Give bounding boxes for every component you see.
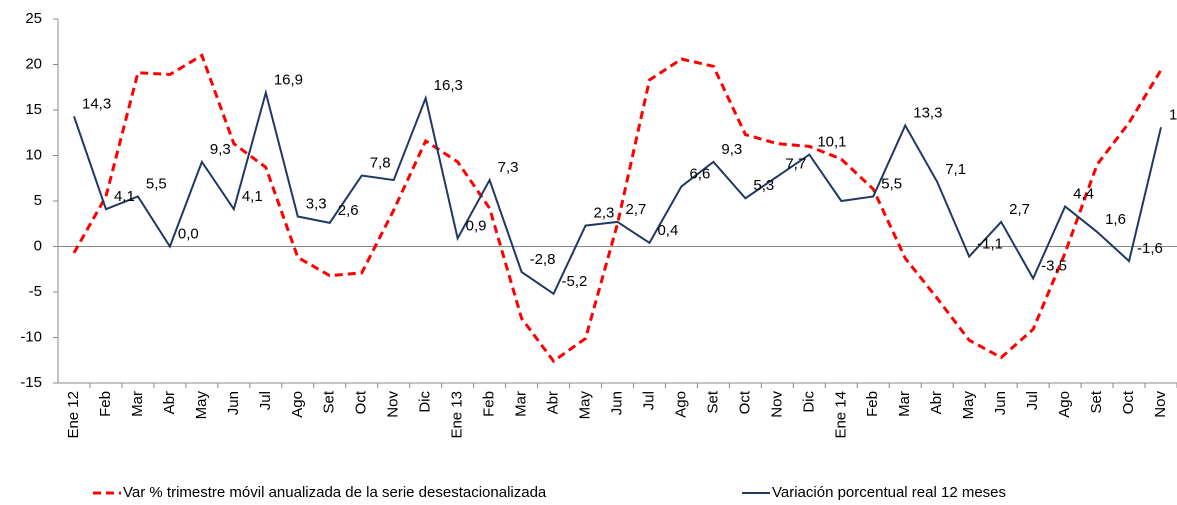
data-label: 5,3	[753, 177, 774, 194]
x-tick-label: Abr	[928, 391, 945, 414]
x-tick-label: Jun	[992, 391, 1009, 415]
data-label: 16,3	[434, 77, 463, 94]
x-tick-label: Feb	[481, 391, 498, 417]
data-label: 5,5	[146, 175, 167, 192]
data-label: 0,0	[178, 225, 199, 242]
x-tick-label: Nov	[385, 391, 402, 418]
y-tick-label: 25	[25, 10, 42, 27]
x-tick-label: Mar	[129, 391, 146, 417]
x-tick-label: Nov	[768, 391, 785, 418]
y-tick-label: 20	[25, 55, 42, 72]
data-label: 7,1	[945, 161, 966, 178]
x-tick-label: Set	[321, 390, 338, 413]
data-label: -2,8	[530, 251, 556, 268]
x-tick-label: May	[193, 391, 210, 420]
data-label: 9,3	[210, 141, 231, 158]
data-label: 0,9	[466, 217, 487, 234]
data-label: 2,6	[338, 202, 359, 219]
data-label: 3,3	[306, 195, 327, 212]
x-tick-label: Mar	[513, 391, 530, 417]
data-label: 13,1	[1169, 106, 1177, 123]
x-tick-label: Ene 13	[449, 391, 466, 439]
x-tick-label: Mar	[896, 391, 913, 417]
x-tick-label: Set	[704, 390, 721, 413]
x-tick-label: Oct	[353, 390, 370, 414]
x-tick-label: May	[576, 391, 593, 420]
data-label: 13,3	[913, 104, 942, 121]
x-tick-label: Jul	[640, 391, 657, 410]
y-tick-label: -15	[20, 374, 42, 391]
x-tick-label: Set	[1088, 390, 1105, 413]
data-label: 4,1	[242, 188, 263, 205]
y-tick-label: 0	[34, 237, 42, 254]
y-tick-label: 5	[34, 192, 42, 209]
y-tick-label: -5	[29, 283, 42, 300]
y-tick-label: -10	[20, 328, 42, 345]
x-tick-label: Oct	[736, 390, 753, 414]
x-tick-label: Nov	[1152, 391, 1169, 418]
x-tick-label: Ago	[289, 391, 306, 418]
data-label: 2,7	[1009, 201, 1030, 218]
x-tick-label: Feb	[864, 391, 881, 417]
data-label: 14,3	[82, 95, 111, 112]
data-label: -5,2	[562, 273, 588, 290]
data-label: 4,1	[114, 188, 135, 205]
y-tick-label: 15	[25, 101, 42, 118]
data-label: 16,9	[274, 72, 303, 89]
data-label: 7,7	[785, 155, 806, 172]
data-label: -1,1	[977, 235, 1003, 252]
legend-label: Var % trimestre móvil anualizada de la s…	[123, 484, 547, 501]
x-tick-label: Ene 12	[65, 391, 82, 439]
series-line	[72, 53, 1163, 364]
data-label: 7,8	[370, 154, 391, 171]
x-tick-label: Ene 14	[832, 391, 849, 439]
data-label: 7,3	[498, 159, 519, 176]
data-label: -3,5	[1041, 257, 1067, 274]
data-label: 9,3	[721, 141, 742, 158]
series-line	[73, 88, 1162, 296]
x-tick-label: Jul	[257, 391, 274, 410]
data-label: 1,6	[1105, 211, 1126, 228]
data-label: 0,4	[657, 222, 678, 239]
x-tick-label: Oct	[1120, 390, 1137, 414]
data-label: -1,6	[1137, 240, 1163, 257]
x-tick-label: Dic	[800, 391, 817, 413]
x-tick-label: Abr	[545, 391, 562, 414]
legend-label: Variación porcentual real 12 meses	[772, 484, 1006, 501]
y-tick-label: 10	[25, 146, 42, 163]
x-tick-label: Jul	[1024, 391, 1041, 410]
data-label: 2,7	[626, 201, 647, 218]
data-label: 10,1	[817, 134, 846, 151]
data-label: 6,6	[689, 165, 710, 182]
data-label: 5,5	[881, 175, 902, 192]
data-label: 2,3	[594, 205, 615, 222]
x-tick-label: Ago	[1056, 391, 1073, 418]
x-tick-label: Feb	[97, 391, 114, 417]
data-label: 4,4	[1073, 185, 1094, 202]
x-tick-label: Jun	[608, 391, 625, 415]
x-tick-label: Abr	[161, 391, 178, 414]
x-tick-label: May	[960, 391, 977, 420]
x-tick-label: Jun	[225, 391, 242, 415]
x-tick-label: Dic	[417, 391, 434, 413]
x-tick-label: Ago	[672, 391, 689, 418]
